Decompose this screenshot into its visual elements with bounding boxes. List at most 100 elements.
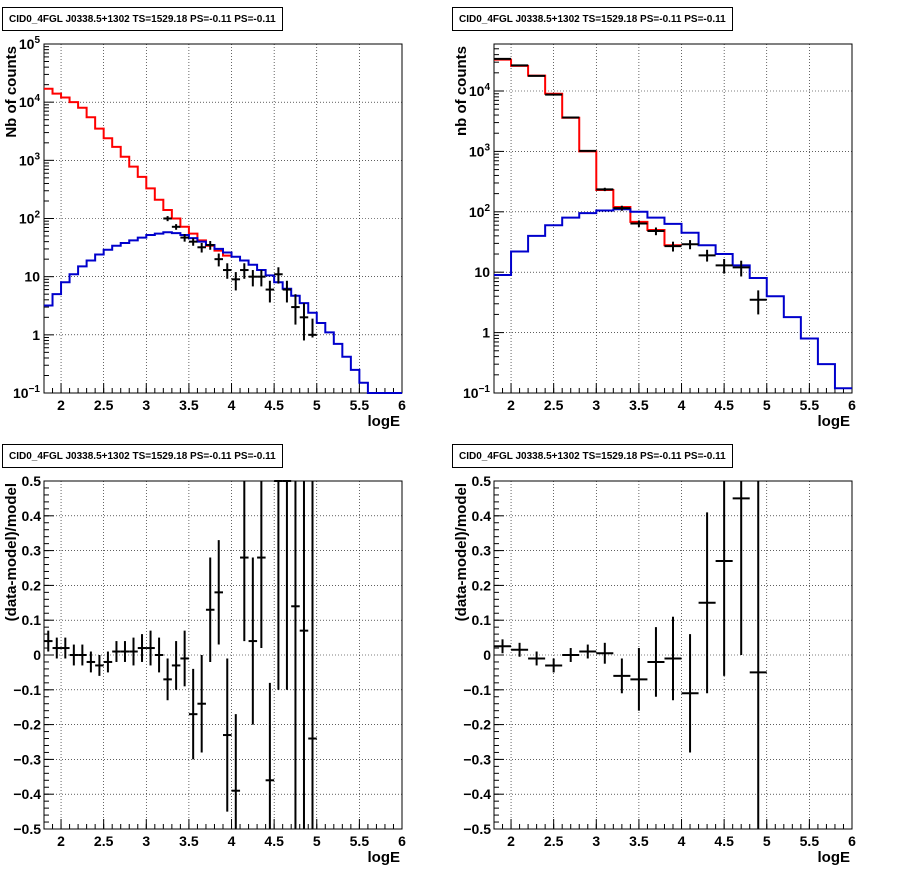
data-point bbox=[274, 267, 283, 284]
x-tick-label: 6 bbox=[848, 833, 856, 849]
y-tick-label: 10 bbox=[24, 269, 40, 285]
x-tick-label: 5.5 bbox=[350, 833, 370, 849]
y-tick-exponent: 3 bbox=[484, 142, 490, 153]
x-tick-label: 3 bbox=[592, 397, 600, 413]
data-point bbox=[163, 658, 172, 701]
x-tick-label: 4 bbox=[228, 833, 236, 849]
panel-4-title: CID0_4FGL J0338.5+1302 TS=1529.18 PS=-0.… bbox=[452, 444, 733, 468]
y-tick-label: −0.3 bbox=[463, 751, 491, 767]
y-tick-exponent: −1 bbox=[29, 384, 41, 395]
data-point bbox=[630, 648, 648, 711]
panel-1-title: CID0_4FGL J0338.5+1302 TS=1529.18 PS=-0.… bbox=[2, 7, 283, 31]
data-point bbox=[664, 616, 682, 701]
x-tick-label: 4 bbox=[228, 397, 236, 413]
x-tick-label: 2.5 bbox=[94, 397, 114, 413]
data-point bbox=[188, 238, 198, 246]
data-point bbox=[528, 651, 546, 666]
x-tick-label: 3.5 bbox=[629, 397, 649, 413]
x-tick-label: 5 bbox=[763, 397, 771, 413]
data-point bbox=[248, 270, 258, 287]
x-tick-label: 4.5 bbox=[264, 397, 284, 413]
data-point bbox=[732, 260, 750, 277]
x-tick-label: 5.5 bbox=[800, 397, 820, 413]
y-tick-label: −0.1 bbox=[463, 682, 491, 698]
x-axis-label: logE bbox=[368, 413, 401, 430]
data-point bbox=[171, 641, 181, 690]
data-point bbox=[163, 216, 172, 222]
data-point bbox=[749, 290, 767, 315]
data-point bbox=[180, 234, 189, 242]
y-tick-label: 1 bbox=[482, 325, 490, 341]
y-tick-mantissa: 10 bbox=[24, 269, 40, 285]
data-point bbox=[732, 481, 750, 655]
y-tick-label: −0.5 bbox=[463, 821, 491, 837]
x-tick-label: 2.5 bbox=[544, 833, 564, 849]
y-tick-mantissa: 1 bbox=[32, 327, 40, 343]
data-point bbox=[282, 280, 292, 303]
data-point bbox=[613, 205, 631, 211]
data-point bbox=[647, 627, 665, 697]
x-tick-label: 2.5 bbox=[544, 397, 564, 413]
data-point bbox=[223, 263, 232, 279]
y-tick-label: 0 bbox=[33, 647, 41, 663]
x-tick-label: 5.5 bbox=[350, 397, 370, 413]
y-axis-label: (data-model)/model bbox=[453, 483, 470, 621]
histogram-series-2 bbox=[494, 208, 852, 390]
data-point bbox=[214, 253, 223, 267]
x-tick-label: 4.5 bbox=[264, 833, 284, 849]
y-tick-label: 0.3 bbox=[472, 543, 492, 559]
data-point bbox=[299, 481, 309, 829]
y-tick-mantissa: 10 bbox=[19, 152, 35, 168]
y-tick-mantissa: 10 bbox=[19, 211, 35, 227]
panel-3: 2 2.5 3 3.5 4 4.5 5 5.5 6 −0.5 −0.4 −0.3 −0.2 −0.1 0 0.… bbox=[3, 473, 406, 866]
data-point bbox=[248, 557, 258, 725]
data-point bbox=[205, 557, 215, 662]
y-tick-label: 0.1 bbox=[22, 612, 42, 628]
histogram-series-2 bbox=[44, 231, 402, 394]
x-tick-label: 5 bbox=[763, 833, 771, 849]
y-tick-label: −0.1 bbox=[13, 682, 41, 698]
y-tick-label: 10−1 bbox=[463, 384, 490, 401]
data-point bbox=[579, 644, 597, 659]
y-tick-mantissa: 1 bbox=[482, 325, 490, 341]
data-point bbox=[308, 481, 317, 829]
y-tick-label: 0.1 bbox=[472, 612, 492, 628]
y-tick-mantissa: 10 bbox=[474, 264, 490, 280]
data-point bbox=[299, 303, 309, 341]
data-point bbox=[596, 187, 614, 192]
y-tick-label: 0.2 bbox=[472, 577, 492, 593]
y-tick-exponent: 5 bbox=[34, 35, 40, 46]
data-point bbox=[205, 241, 215, 250]
y-tick-mantissa: 10 bbox=[19, 36, 35, 52]
panel-2-title: CID0_4FGL J0338.5+1302 TS=1529.18 PS=-0.… bbox=[452, 7, 733, 31]
x-tick-label: 3 bbox=[142, 833, 150, 849]
data-point bbox=[240, 481, 249, 642]
x-tick-label: 6 bbox=[398, 397, 406, 413]
y-axis-label: nb of counts bbox=[453, 46, 470, 136]
data-point bbox=[265, 280, 275, 303]
y-tick-mantissa: 10 bbox=[13, 385, 29, 401]
data-point bbox=[214, 540, 223, 645]
y-tick-label: 0.4 bbox=[472, 508, 492, 524]
y-tick-label: 103 bbox=[469, 142, 491, 159]
data-point bbox=[52, 637, 62, 659]
y-tick-mantissa: 10 bbox=[463, 385, 479, 401]
y-tick-exponent: −1 bbox=[479, 384, 491, 395]
y-tick-mantissa: 10 bbox=[469, 204, 485, 220]
data-point bbox=[265, 682, 275, 829]
data-point bbox=[282, 480, 292, 690]
data-point bbox=[171, 224, 181, 230]
y-tick-mantissa: 10 bbox=[469, 143, 485, 159]
y-tick-exponent: 2 bbox=[484, 203, 490, 214]
y-tick-label: 105 bbox=[19, 35, 41, 52]
data-point bbox=[197, 242, 206, 253]
y-tick-label: 0.2 bbox=[22, 577, 42, 593]
data-point bbox=[562, 648, 580, 662]
data-point bbox=[188, 668, 198, 760]
y-tick-exponent: 4 bbox=[484, 82, 490, 93]
plot-frame bbox=[43, 480, 403, 830]
data-point bbox=[240, 263, 249, 279]
data-point bbox=[664, 241, 682, 252]
x-tick-label: 5.5 bbox=[800, 833, 820, 849]
data-point bbox=[291, 481, 300, 829]
